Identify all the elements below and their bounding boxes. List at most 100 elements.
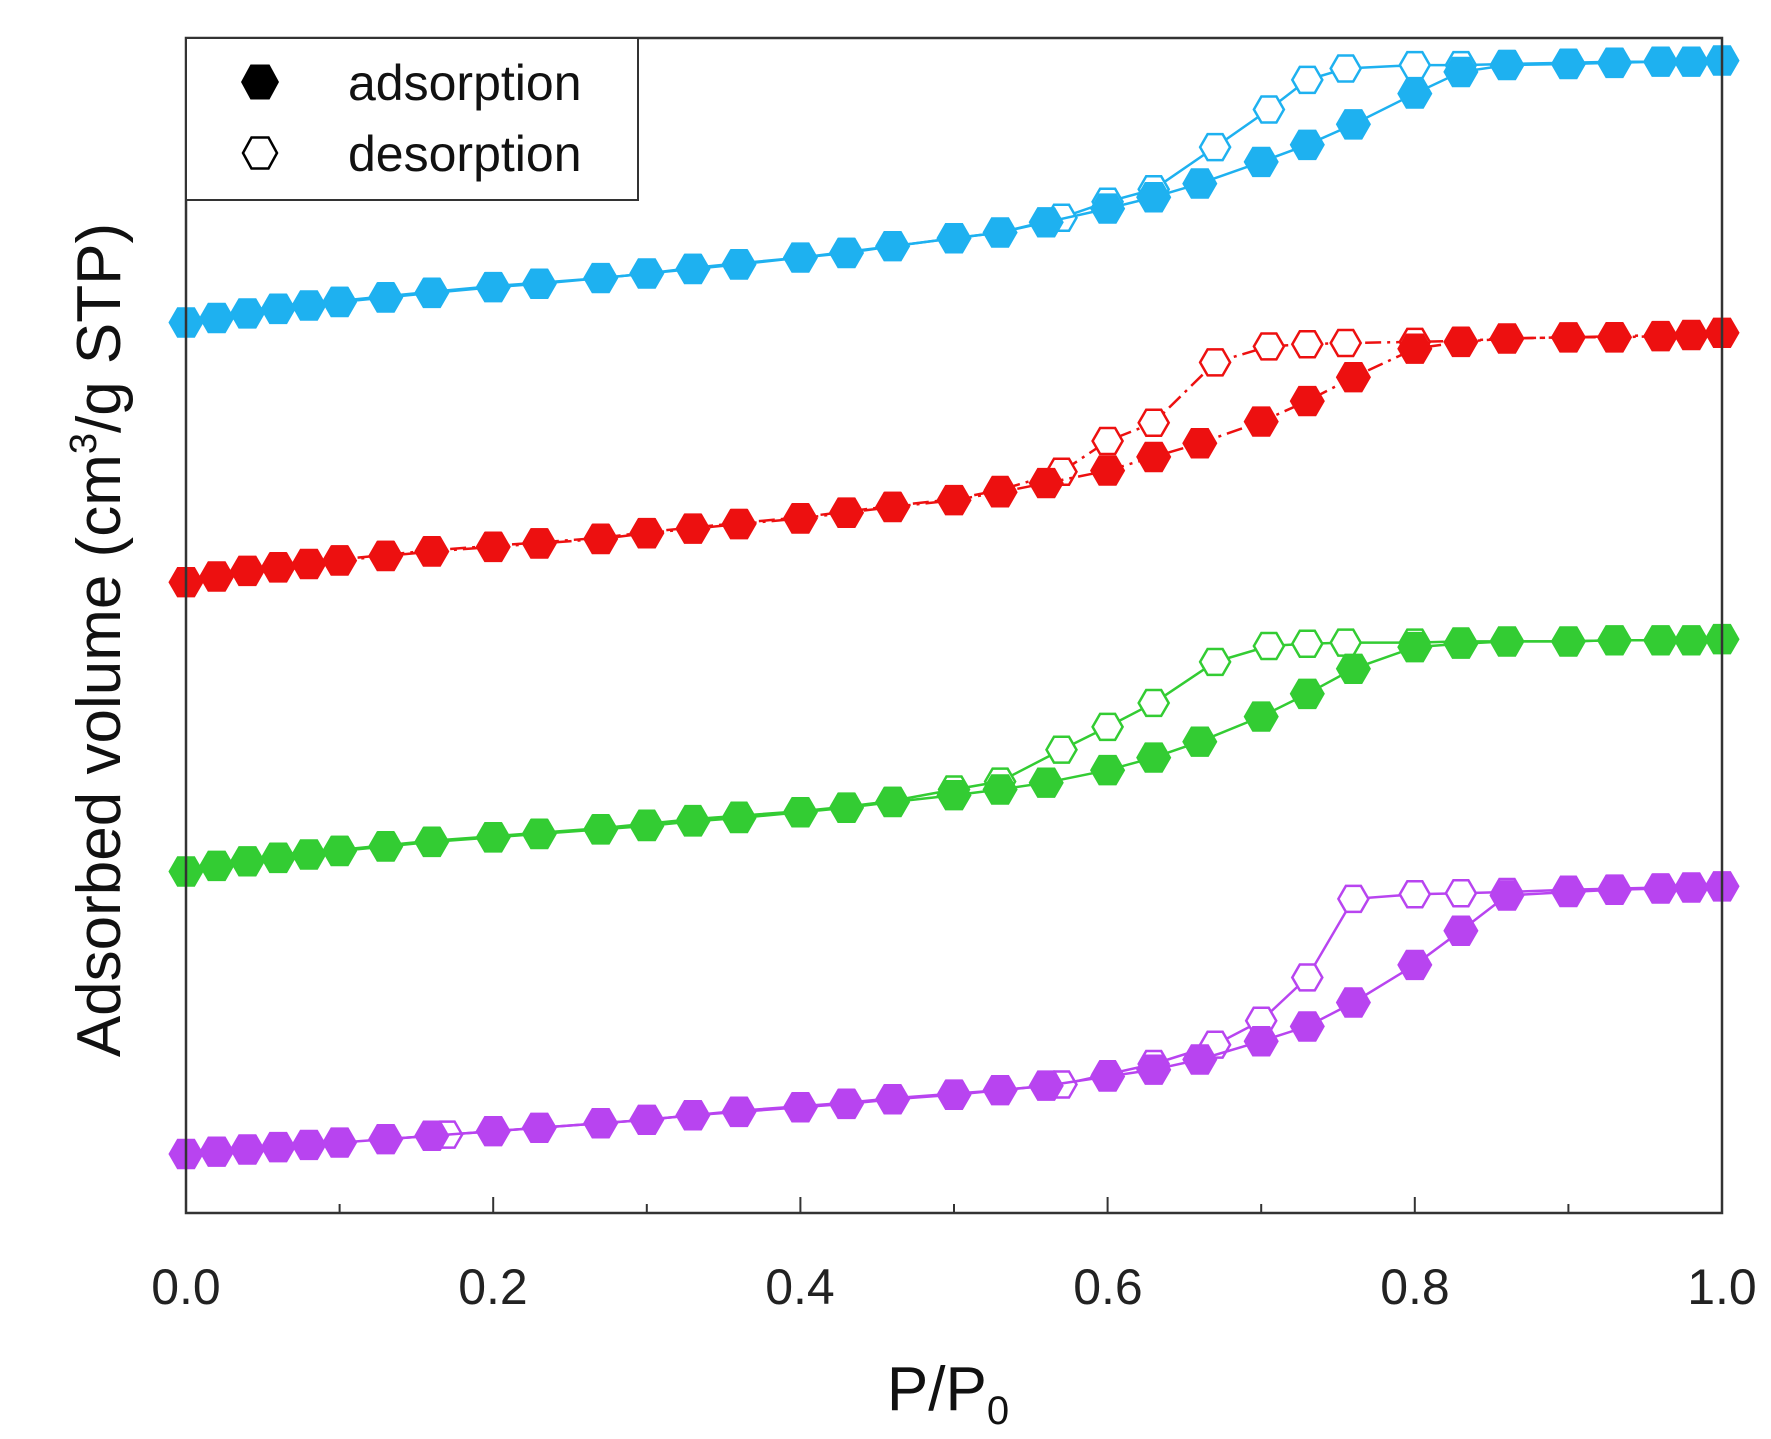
data-point-series-0-24 — [1289, 129, 1325, 161]
data-point-series-6-20 — [1090, 1061, 1126, 1092]
data-point-series-6-2 — [229, 1134, 265, 1165]
data-point-series-4-21 — [1136, 742, 1172, 773]
data-point-series-0-5 — [322, 286, 358, 318]
data-point-series-0-17 — [936, 223, 972, 254]
data-point-series-0-13 — [721, 249, 757, 280]
data-point-series-4-15 — [828, 792, 865, 823]
data-point-series-7-6 — [1398, 880, 1432, 909]
data-point-series-6-32 — [1673, 872, 1709, 903]
x-tick-label-0: 0.0 — [151, 1259, 221, 1315]
data-point-series-0-10 — [583, 262, 619, 294]
y-axis-title-superscript: 3 — [63, 433, 105, 454]
data-point-series-2-21 — [1136, 441, 1172, 473]
data-point-series-0-11 — [629, 258, 665, 289]
legend-label-adsorption: adsorption — [348, 55, 582, 111]
data-point-series-2-6 — [368, 540, 404, 572]
data-point-series-2-8 — [475, 531, 511, 563]
x-tick-label-2: 0.4 — [765, 1259, 835, 1315]
series-line-6 — [185, 885, 1723, 1156]
data-point-series-6-11 — [629, 1104, 665, 1135]
data-point-series-0-20 — [1090, 193, 1126, 224]
data-point-series-4-30 — [1596, 625, 1633, 656]
data-point-series-4-26 — [1397, 631, 1433, 663]
x-tick-label-5: 1.0 — [1687, 1259, 1757, 1315]
data-point-series-0-12 — [675, 253, 711, 285]
data-point-series-0-6 — [368, 282, 404, 313]
data-point-series-6-22 — [1182, 1044, 1218, 1075]
data-point-series-2-22 — [1182, 428, 1218, 459]
data-point-series-6-8 — [475, 1116, 511, 1147]
data-point-series-6-19 — [1028, 1070, 1064, 1101]
data-point-series-5-9 — [1252, 631, 1286, 661]
data-point-series-2-5 — [322, 545, 358, 576]
legend-open-hexagon-icon — [241, 136, 279, 170]
data-point-series-1-7 — [1329, 54, 1363, 83]
data-point-series-3-12 — [1091, 426, 1125, 456]
data-point-series-6-28 — [1489, 880, 1525, 911]
data-point-series-6-12 — [675, 1100, 711, 1131]
data-point-series-4-18 — [982, 774, 1018, 805]
data-point-series-4-2 — [229, 846, 265, 877]
data-point-series-0-1 — [199, 302, 235, 334]
data-point-series-0-16 — [875, 231, 911, 262]
data-point-series-2-28 — [1489, 323, 1525, 354]
data-point-series-4-13 — [721, 802, 757, 834]
data-point-series-4-22 — [1182, 726, 1218, 757]
data-point-series-7-5 — [1444, 878, 1478, 908]
data-point-series-4-5 — [322, 835, 358, 867]
data-point-series-0-14 — [782, 242, 818, 273]
data-point-series-7-7 — [1336, 884, 1370, 914]
data-point-series-2-24 — [1289, 385, 1325, 417]
data-point-series-4-1 — [199, 850, 235, 882]
data-point-series-4-31 — [1643, 625, 1679, 656]
data-point-series-6-24 — [1289, 1011, 1325, 1042]
data-point-series-2-19 — [1028, 467, 1064, 499]
data-point-series-6-10 — [583, 1108, 619, 1139]
data-point-series-4-12 — [675, 806, 711, 837]
data-point-series-2-14 — [782, 503, 818, 534]
data-point-series-4-32 — [1673, 625, 1709, 656]
data-point-series-3-10 — [1198, 348, 1232, 377]
data-point-series-0-23 — [1243, 146, 1279, 178]
data-point-series-2-31 — [1643, 321, 1679, 352]
data-point-series-0-25 — [1335, 109, 1371, 140]
data-point-series-4-24 — [1289, 678, 1325, 710]
x-axis-title-subscript: 0 — [987, 1389, 1009, 1433]
data-point-series-2-26 — [1397, 333, 1433, 364]
data-point-series-0-9 — [521, 268, 557, 299]
data-point-series-4-4 — [291, 839, 327, 870]
x-tick-label-1: 0.2 — [458, 1259, 528, 1315]
data-point-series-2-9 — [521, 528, 557, 559]
data-point-series-0-18 — [982, 217, 1018, 248]
data-point-series-2-13 — [721, 508, 757, 540]
data-point-series-0-32 — [1673, 46, 1709, 77]
data-point-series-2-4 — [291, 548, 327, 580]
data-point-series-6-23 — [1243, 1026, 1279, 1057]
data-point-series-2-15 — [828, 497, 865, 528]
data-point-series-2-11 — [629, 518, 665, 549]
y-axis-title-main: Adsorbed volume (cm — [65, 454, 134, 1057]
data-point-series-6-25 — [1335, 987, 1371, 1018]
data-point-series-5-12 — [1091, 712, 1125, 742]
data-point-series-2-29 — [1550, 322, 1586, 353]
data-point-series-0-2 — [229, 298, 265, 329]
data-point-series-6-21 — [1136, 1054, 1172, 1085]
data-point-series-5-7 — [1329, 628, 1363, 657]
data-point-series-6-14 — [782, 1092, 818, 1123]
y-axis-title-suffix: /g STP) — [65, 223, 134, 433]
data-point-series-4-10 — [583, 814, 619, 845]
data-point-series-6-1 — [199, 1136, 235, 1167]
data-point-series-0-19 — [1028, 207, 1064, 238]
data-point-series-2-25 — [1335, 362, 1371, 393]
data-point-series-0-28 — [1489, 49, 1525, 81]
x-axis-title: P/P0 — [887, 1355, 1009, 1433]
legend: adsorption desorption — [185, 37, 639, 201]
data-point-series-2-23 — [1243, 406, 1279, 437]
data-point-series-0-8 — [475, 272, 511, 303]
data-point-series-6-18 — [982, 1075, 1018, 1106]
data-point-series-6-7 — [414, 1120, 450, 1151]
data-point-series-0-21 — [1136, 182, 1172, 213]
data-point-series-6-15 — [828, 1088, 865, 1120]
series-line-0 — [185, 59, 1723, 324]
data-point-series-3-11 — [1137, 408, 1171, 437]
